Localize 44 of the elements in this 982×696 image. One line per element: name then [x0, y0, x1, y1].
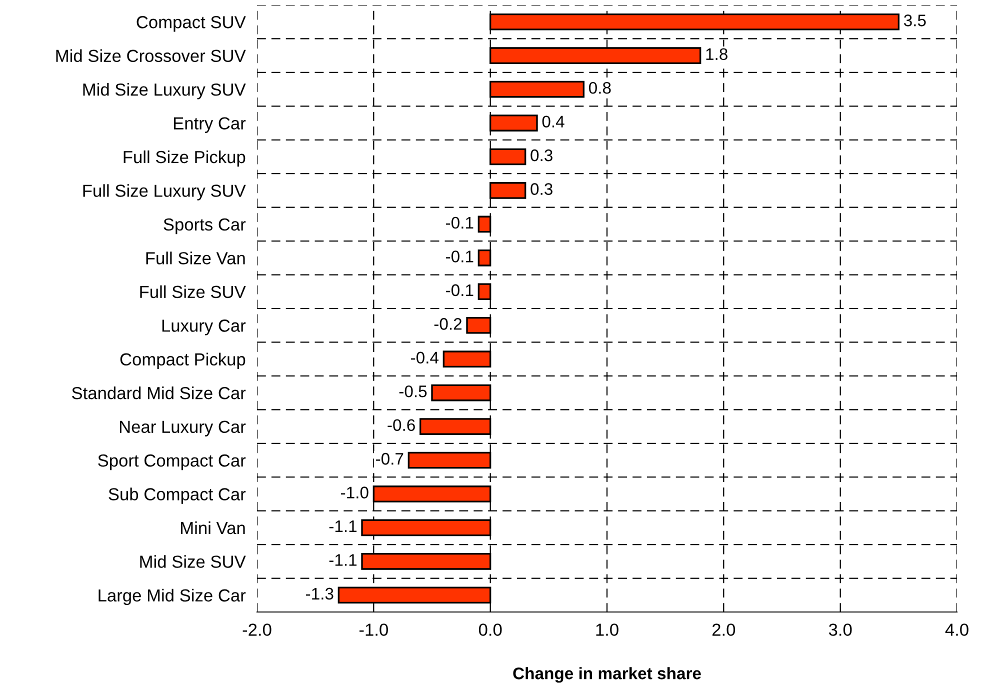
y-tick-label: Full Size Van [146, 252, 245, 264]
data-label: -0.1 [446, 284, 474, 296]
data-label: -0.7 [376, 452, 404, 465]
y-tick-label: Full Size SUV [140, 285, 246, 298]
data-label: 0.4 [542, 116, 564, 128]
y-tick-label: Mid Size Crossover SUV [56, 49, 246, 62]
data-label: -0.1 [446, 250, 474, 262]
data-label: -1.1 [329, 554, 357, 566]
data-label: -1.0 [341, 486, 368, 498]
data-label: -0.4 [411, 352, 439, 364]
y-tick-label: Mini Van [181, 521, 245, 534]
data-label: 3.5 [904, 14, 926, 26]
y-tick-label: Mid Size Luxury SUV [83, 83, 246, 100]
x-tick-label: 4.0 [945, 624, 968, 636]
y-tick-label: Full Size Pickup [124, 150, 246, 167]
y-tick-label: Entry Car [174, 117, 246, 133]
x-tick-label: 1.0 [596, 624, 618, 636]
data-label: 0.3 [530, 149, 552, 162]
y-tick-label: Sport Compact Car [98, 454, 246, 470]
x-tick-label: 0.0 [478, 624, 502, 636]
data-label: -0.1 [446, 216, 474, 229]
y-tick-label: Near Luxury Car [120, 420, 246, 436]
y-tick-label: Compact SUV [136, 16, 246, 32]
y-tick-label: Full Size Luxury SUV [83, 184, 246, 200]
y-tick-label: Luxury Car [162, 320, 246, 336]
y-tick-label: Compact Pickup [120, 352, 246, 369]
data-label: -1.3 [306, 588, 334, 600]
y-tick-label: Mid Size SUV [140, 555, 246, 568]
y-tick-label: Sub Compact Car [108, 488, 246, 504]
x-axis-title: Change in market share [513, 667, 701, 683]
data-label: -0.2 [434, 318, 462, 330]
y-tick-label: Standard Mid Size Car [72, 386, 246, 400]
data-label: 1.8 [706, 48, 728, 60]
data-label: -0.6 [388, 419, 415, 431]
x-tick-label: -1.0 [359, 624, 388, 636]
data-label: -0.5 [399, 385, 427, 398]
x-tick-label: 3.0 [828, 624, 852, 636]
y-tick-label: Large Mid Size Car [98, 588, 246, 606]
x-tick-label: 2.0 [712, 624, 736, 636]
x-tick-label: -2.0 [242, 624, 272, 636]
data-label: 0.3 [530, 183, 552, 195]
data-label: -1.1 [329, 520, 357, 532]
data-label: 0.8 [588, 82, 611, 94]
y-tick-label: Sports Car [164, 218, 246, 234]
